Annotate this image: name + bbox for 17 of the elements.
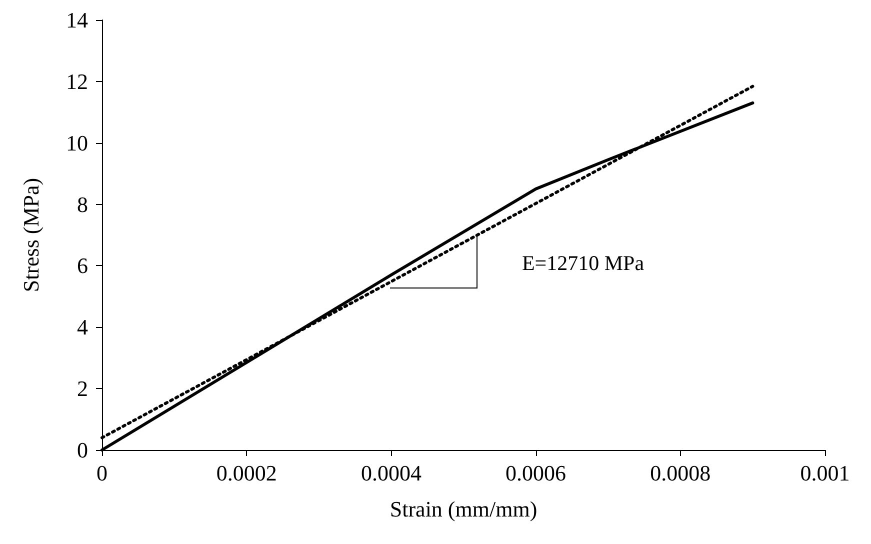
x-tick-label: 0 <box>96 460 108 486</box>
x-tick-label: 0.001 <box>800 460 850 486</box>
x-tick-label: 0.0008 <box>650 460 711 486</box>
x-axis-title: Strain (mm/mm) <box>390 496 538 522</box>
y-tick-label: 10 <box>66 130 88 156</box>
y-tick-label: 0 <box>77 438 88 462</box>
x-tick-label: 0.0004 <box>360 460 422 486</box>
y-tick-label: 6 <box>77 253 88 278</box>
y-tick-label: 8 <box>77 192 88 217</box>
x-tick-label: 0.0006 <box>506 460 566 486</box>
y-tick-label: 2 <box>77 376 88 402</box>
y-tick-label: 12 <box>66 68 88 94</box>
y-axis-title: Stress (MPa) <box>18 178 44 292</box>
annotation: E=12710 MPa <box>522 251 644 276</box>
x-tick-label: 0.0002 <box>216 460 277 486</box>
y-tick-label: 14 <box>66 8 88 32</box>
y-tick-label: 4 <box>77 314 88 340</box>
